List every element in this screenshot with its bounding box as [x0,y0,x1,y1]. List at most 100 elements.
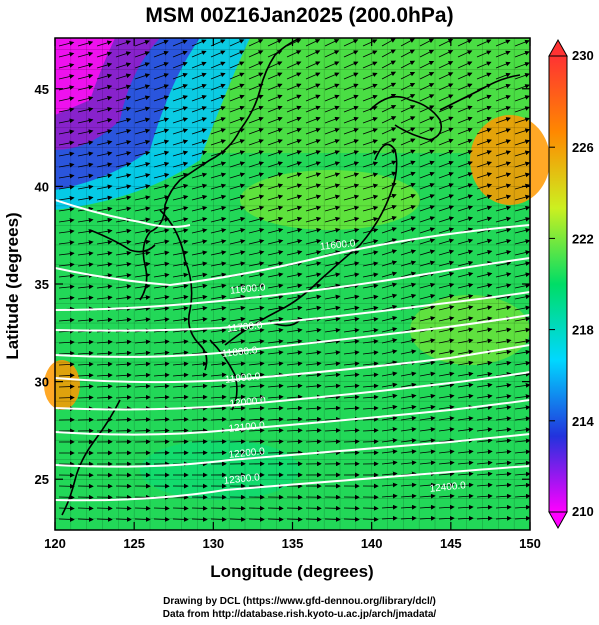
wind-arrow [419,149,435,157]
wind-arrow [324,283,341,289]
wind-arrow [495,117,511,124]
wind-arrow [286,394,303,400]
wind-arrow [248,250,265,256]
wind-arrow [115,117,132,124]
wind-arrow [172,84,188,91]
wind-arrow [457,138,473,146]
wind-arrow [267,239,284,245]
colorbar-ticks: 230 226 222 218 214 210 [549,48,594,519]
wind-arrow [267,227,284,234]
x-tick-label: 145 [440,536,462,551]
wind-arrow [172,394,189,400]
wind-arrow [115,139,132,146]
wind-arrow [305,327,322,333]
wind-arrow [191,339,208,345]
wind-arrow [248,394,265,400]
wind-arrow [77,151,94,157]
wind-arrow [419,293,436,300]
wind-arrow [438,194,454,201]
wind-arrow [495,250,512,256]
wind-arrow [457,72,473,80]
wind-arrow [286,272,303,278]
contour-line [55,465,530,502]
wind-arrow [77,240,94,245]
wind-arrow [400,205,416,212]
wind-arrow [305,405,322,411]
wind-arrow [343,94,359,102]
wind-arrow [438,282,455,289]
wind-arrow [476,382,493,388]
wind-arrow [362,272,379,278]
wind-arrow [96,505,113,511]
wind-arrow [58,40,75,47]
wind-arrow [248,72,264,80]
wind-arrow [210,217,227,223]
wind-arrow [324,216,341,223]
wind-arrow [476,471,493,477]
wind-arrow [134,40,150,47]
wind-arrow [381,149,397,157]
wind-arrow [324,194,341,201]
wind-arrow [438,83,454,91]
wind-arrow [96,162,113,168]
wind-arrow [495,94,511,102]
wind-arrow [362,405,379,411]
wind-arrow [305,127,321,135]
wind-arrow [96,95,113,102]
wind-arrow [210,372,227,378]
wind-arrow [381,460,398,466]
wind-arrow [248,361,265,367]
wind-arrow [153,428,170,434]
wind-arrow [343,194,360,201]
wind-arrow [191,239,208,245]
wind-arrow [381,204,397,212]
wind-arrow [96,184,113,190]
wind-arrow [476,50,492,58]
wind-arrow [58,140,75,146]
wind-arrow [514,471,530,477]
wind-arrow [286,405,303,411]
wind-arrow [153,394,170,400]
wind-arrow [476,205,493,212]
wind-arrow [476,515,493,521]
wind-arrow [324,339,341,344]
wind-arrow [286,439,303,444]
wind-arrow [476,72,492,80]
wind-arrow [324,383,341,389]
wind-arrow [286,127,302,135]
wind-arrow [514,405,530,410]
wind-arrow [400,316,417,322]
wind-arrow [514,61,530,69]
wind-arrow [514,360,530,366]
wind-arrow [324,39,340,47]
wind-arrow [324,316,341,322]
wind-arrow [305,227,322,234]
wind-arrow [229,172,246,179]
wind-arrow [286,383,303,389]
wind-arrow [476,393,493,399]
wind-arrow [305,105,321,113]
wind-arrow [514,371,530,377]
wind-arrow [267,205,284,212]
wind-arrow [115,106,132,113]
wind-arrow [58,173,75,179]
wind-arrow [191,228,208,234]
wind-arrow [305,239,322,245]
wind-arrow [324,250,341,256]
wind-arrow [305,83,321,91]
wind-arrow [324,83,340,91]
wind-arrow [324,416,341,422]
wind-arrow [362,194,379,201]
wind-arrow [153,239,170,245]
wind-arrow [115,162,132,168]
wind-arrow [267,150,283,157]
wind-arrow [77,118,94,124]
wind-arrow [191,61,207,69]
wind-arrow [229,216,246,223]
wind-arrow [324,261,341,267]
wind-arrow [514,117,530,124]
wind-arrow [495,482,512,488]
wind-arrow [343,228,360,234]
contour-label: 11800.0 [222,345,259,360]
contour-label: 12200.0 [228,446,266,461]
